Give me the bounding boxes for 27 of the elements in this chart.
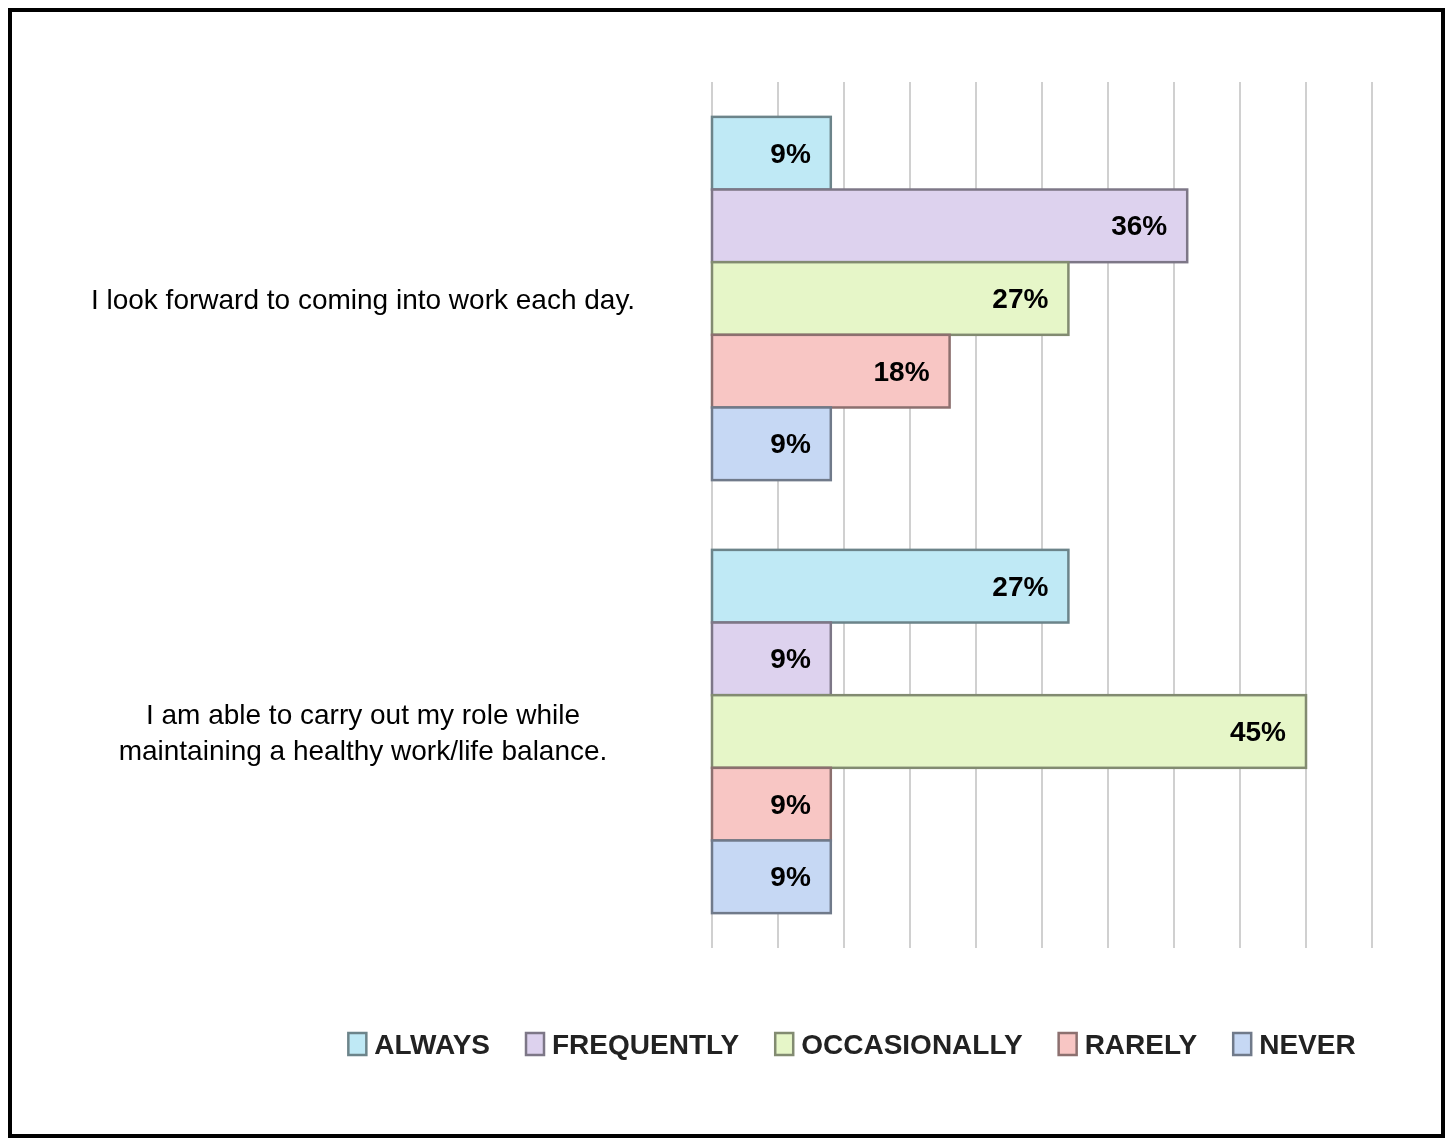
legend-label: FREQUENTLY <box>552 1028 740 1060</box>
y-tick-label: I am able to carry out my role while maintaining a healthy work/life balance. <box>118 698 608 765</box>
legend-label: OCCASIONALLY <box>801 1028 1023 1060</box>
data-label: 9% <box>770 861 811 893</box>
bar <box>710 115 833 191</box>
data-label: 27% <box>992 570 1049 602</box>
data-label: 9% <box>770 428 811 460</box>
bar <box>710 766 833 842</box>
legend-label: NEVER <box>1259 1028 1356 1060</box>
data-label: 27% <box>992 283 1049 314</box>
legend-label: ALWAYS <box>374 1028 491 1060</box>
data-label: 9% <box>770 643 811 675</box>
bar <box>710 839 833 915</box>
bar <box>710 406 833 482</box>
data-label: 9% <box>770 788 811 820</box>
legend-label: RARELY <box>1084 1028 1198 1060</box>
bar <box>710 548 1070 624</box>
bar <box>710 333 951 409</box>
bar <box>710 621 833 697</box>
data-label: 36% <box>1111 210 1168 242</box>
data-label: 18% <box>873 355 930 387</box>
y-tick-label: I look forward to coming into work each day. <box>90 283 636 314</box>
bar <box>710 693 1308 770</box>
data-label: 45% <box>1229 716 1287 747</box>
bar <box>710 260 1070 337</box>
data-label: 9% <box>770 137 811 169</box>
bar <box>710 188 1189 264</box>
